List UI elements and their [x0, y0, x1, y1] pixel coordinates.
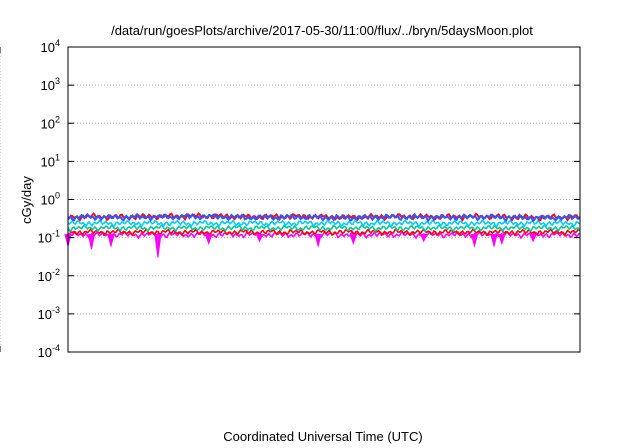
- series-line: [67, 223, 581, 233]
- y-tick-label: 103: [41, 76, 60, 93]
- series-line: [67, 212, 581, 223]
- series-line: [67, 227, 580, 237]
- y-tick-label: 10-3: [38, 305, 60, 322]
- series-dip: [529, 234, 537, 243]
- y-tick-label: 101: [41, 152, 60, 169]
- grid: [0, 47, 580, 352]
- series-dip: [498, 234, 506, 246]
- plot-frame: [67, 46, 581, 353]
- series-layer: [64, 212, 581, 258]
- y-tick-label: 10-2: [38, 267, 60, 284]
- series-dip: [87, 234, 96, 250]
- y-tick-label: 10-4: [38, 343, 60, 360]
- y-tick-label: 100: [41, 191, 60, 208]
- series-dip: [490, 234, 498, 249]
- x-axis-label: Coordinated Universal Time (UTC): [223, 429, 422, 444]
- series-dip: [255, 234, 264, 243]
- series-dip: [349, 234, 358, 246]
- series-dip: [470, 234, 479, 249]
- series-dip: [419, 234, 428, 243]
- series-dip: [107, 234, 115, 249]
- series-dip: [314, 234, 322, 249]
- y-tick-label: 102: [41, 114, 60, 131]
- y-axis-ticks: 10-4 10-3 10-2 10-1 100 101 102 103 104: [38, 38, 580, 360]
- chart-title: /data/run/goesPlots/archive/2017-05-30/1…: [111, 23, 533, 38]
- series-dip: [154, 234, 162, 258]
- y-tick-label: 104: [41, 38, 60, 55]
- series-line: [67, 219, 581, 228]
- y-axis-label: cGy/day: [19, 176, 34, 224]
- y-tick-label: 10-1: [38, 229, 60, 246]
- series-dip: [205, 234, 213, 246]
